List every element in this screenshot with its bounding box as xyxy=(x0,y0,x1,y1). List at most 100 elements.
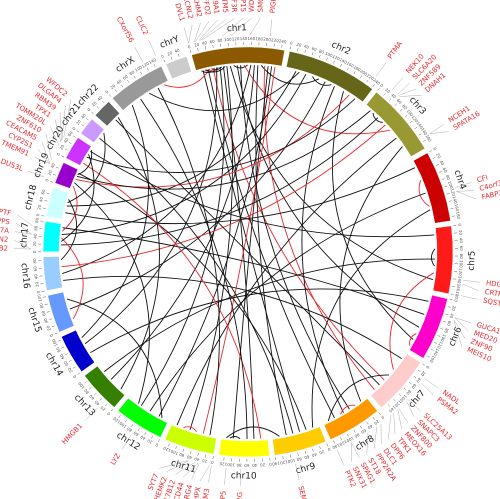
tick-mark xyxy=(353,429,356,433)
chromosome-label-chr22: chr22 xyxy=(76,83,101,108)
tick-mark xyxy=(140,71,143,75)
chord-link xyxy=(201,67,219,74)
tick-label: 40 xyxy=(33,273,39,279)
tick-label: 40 xyxy=(390,92,397,99)
gene-label: CD44 xyxy=(173,481,186,499)
gene-label: CAMK2G xyxy=(235,492,244,499)
tick-label: 180 xyxy=(255,36,263,41)
tick-mark xyxy=(408,382,412,385)
tick-label: 80 xyxy=(55,346,62,353)
tick-label: 0 xyxy=(106,411,112,417)
tick-label: 20 xyxy=(59,143,66,150)
tick-label: 100 xyxy=(36,293,43,302)
tick-mark xyxy=(144,432,147,435)
chord-link xyxy=(65,167,416,225)
chromosome-band-chr3 xyxy=(366,91,426,157)
tick-label: 120 xyxy=(393,399,402,408)
tick-mark xyxy=(289,46,291,50)
tick-label: 0 xyxy=(210,460,214,465)
tick-mark xyxy=(108,94,112,97)
gene-leader-line xyxy=(45,133,52,160)
tick-label: 60 xyxy=(67,130,74,137)
chromosome-band-chr10 xyxy=(218,438,270,458)
tick-label: 120 xyxy=(450,188,457,197)
tick-label: 40 xyxy=(311,452,318,458)
tick-label: 220 xyxy=(271,37,280,43)
tick-label: 0 xyxy=(104,89,110,95)
tick-label: 100 xyxy=(447,180,454,189)
tick-mark xyxy=(212,44,214,48)
tick-label: 60 xyxy=(311,46,318,52)
gene-leader-line xyxy=(295,463,300,481)
tick-label: 20 xyxy=(109,83,116,90)
chord-link xyxy=(61,73,307,236)
tick-label: 60 xyxy=(33,225,39,231)
chord-link xyxy=(63,275,402,359)
chord-link xyxy=(69,81,326,310)
tick-mark xyxy=(346,67,349,71)
chord-link xyxy=(75,94,350,188)
tick-label: 0 xyxy=(44,178,50,183)
tick-mark xyxy=(450,293,454,295)
tick-label: 0 xyxy=(453,299,459,303)
tick-mark xyxy=(359,425,363,429)
tick-mark xyxy=(372,417,375,420)
tick-label: 100 xyxy=(324,51,333,59)
tick-mark xyxy=(440,328,444,330)
chord-link xyxy=(81,104,149,339)
tick-mark xyxy=(290,454,292,458)
gene-leader-line xyxy=(375,62,387,77)
chord-link xyxy=(148,71,300,112)
tick-mark xyxy=(435,164,439,166)
gene-leader-line xyxy=(14,240,32,250)
chord-link xyxy=(67,132,106,204)
gene-leader-line xyxy=(456,190,474,192)
tick-mark xyxy=(445,313,449,316)
gene-label: WDR47 xyxy=(248,0,256,12)
tick-mark xyxy=(131,424,134,427)
tick-mark xyxy=(81,124,84,127)
gene-label: PTMA xyxy=(386,40,404,60)
gene-leader-line xyxy=(454,317,469,332)
gene-leader-line xyxy=(405,400,415,417)
tick-label: 40 xyxy=(32,233,37,239)
gene-label: IFITM3 xyxy=(200,488,212,499)
tick-label: 0 xyxy=(269,462,273,467)
tick-mark xyxy=(158,439,160,443)
chromosome-band-chr14 xyxy=(61,329,95,373)
gene-label: LYZ xyxy=(109,452,122,467)
tick-label: 120 xyxy=(332,54,341,62)
tick-mark xyxy=(50,181,54,183)
gene-leader-line xyxy=(50,126,60,146)
tick-mark xyxy=(163,59,166,63)
tick-label: 160 xyxy=(346,61,355,69)
gene-label: CSF3R xyxy=(229,0,238,13)
tick-label: 140 xyxy=(148,57,157,65)
tick-mark xyxy=(41,290,45,292)
chromosome-label-chr9: chr9 xyxy=(295,461,317,476)
gene-leader-line xyxy=(54,119,62,143)
gene-label: NLGN2 xyxy=(0,235,9,244)
tick-mark xyxy=(311,52,314,56)
tick-mark xyxy=(99,398,102,401)
gene-label: CRTR5 xyxy=(484,288,500,300)
tick-mark xyxy=(146,67,149,71)
chord-link xyxy=(61,185,78,232)
tick-mark xyxy=(377,88,380,91)
tick-label: 40 xyxy=(115,78,122,85)
chord-link xyxy=(232,66,269,439)
gene-leader-line xyxy=(366,432,369,454)
tick-mark xyxy=(177,53,180,57)
gene-leader-line xyxy=(194,22,201,42)
chord-link xyxy=(183,426,197,433)
tick-label: 0 xyxy=(187,44,191,50)
tick-label: 60 xyxy=(446,320,453,327)
gene-leader-line xyxy=(15,222,32,234)
gene-leader-line xyxy=(208,465,212,483)
tick-mark xyxy=(441,178,445,180)
tick-mark xyxy=(414,127,418,130)
tick-label: 60 xyxy=(396,98,403,105)
tick-mark xyxy=(422,363,425,366)
gene-label: HPX xyxy=(192,486,203,499)
gene-leader-line xyxy=(14,231,32,235)
